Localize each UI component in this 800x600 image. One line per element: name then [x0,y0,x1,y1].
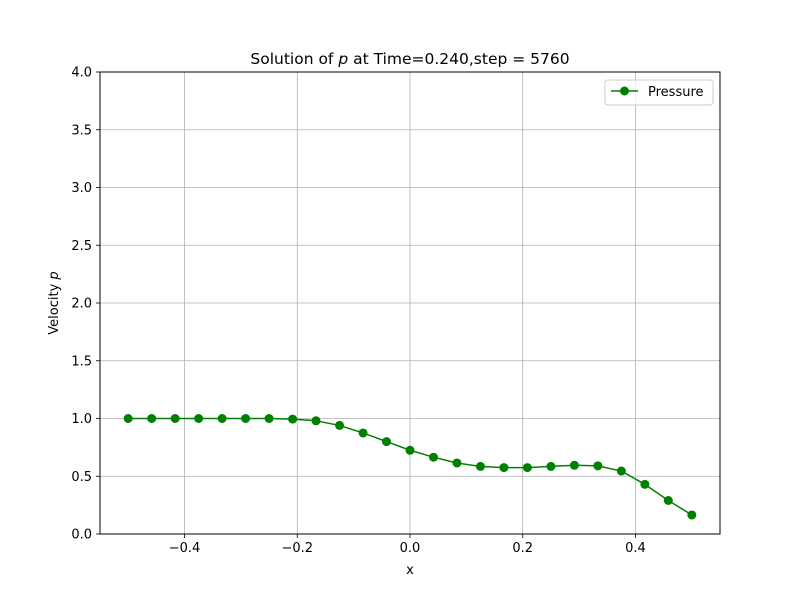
y-axis-label-symbol: p [47,271,62,280]
legend-box [604,79,714,106]
data-point [452,458,462,468]
chart-title-symbol: p [337,50,348,68]
data-point [147,414,157,423]
data-point [311,416,321,426]
data-point [335,420,345,430]
data-point [616,466,626,476]
data-point [381,437,391,447]
chart-title-prefix: Solution of [250,50,338,68]
x-axis-ticks: −0.4 −0.2 0.0 0.2 0.4 [169,534,646,556]
data-point [663,496,673,506]
data-point [358,428,368,438]
data-point [522,463,532,473]
legend: Pressure [604,79,714,106]
data-point [123,414,133,423]
y-axis-label: Velocity p [47,271,62,334]
data-point [170,414,180,423]
chart-title-suffix: at Time=0.240,step = 5760 [348,50,569,68]
y-tick-label: 2.5 [71,239,92,254]
x-axis-label: x [406,563,414,578]
data-point [241,414,251,423]
chart-title: Solution of p at Time=0.240,step = 5760 [250,50,569,68]
data-point [217,414,227,423]
x-tick-label: 0.2 [512,541,533,556]
data-point [405,445,415,455]
y-tick-label: 0.5 [71,470,92,485]
y-axis-ticks: 0.0 0.5 1.0 1.5 2.0 2.5 3.0 3.5 4.0 [71,66,100,543]
y-tick-label: 4.0 [71,66,92,81]
y-tick-label: 3.5 [71,123,92,138]
series-layer [123,414,697,520]
data-point [499,463,509,473]
data-point [593,461,603,471]
legend-marker-sample [620,86,629,96]
y-tick-label: 3.0 [71,181,92,196]
data-point [264,414,274,423]
x-tick-label: −0.2 [281,541,313,556]
legend-label: Pressure [648,85,704,100]
x-tick-label: −0.4 [169,541,201,556]
y-tick-label: 1.0 [71,412,92,427]
y-tick-label: 2.0 [71,297,92,312]
data-point [475,461,485,471]
x-tick-label: 0.0 [400,541,421,556]
y-tick-label: 1.5 [71,354,92,369]
data-point [194,414,204,423]
data-point [569,460,579,470]
data-point [546,461,556,471]
y-tick-label: 0.0 [71,528,92,543]
data-point [429,452,439,462]
data-point [288,414,298,424]
data-point [687,510,697,520]
y-axis-label-prefix: Velocity [47,280,62,335]
data-point [640,479,650,489]
x-tick-label: 0.4 [625,541,646,556]
